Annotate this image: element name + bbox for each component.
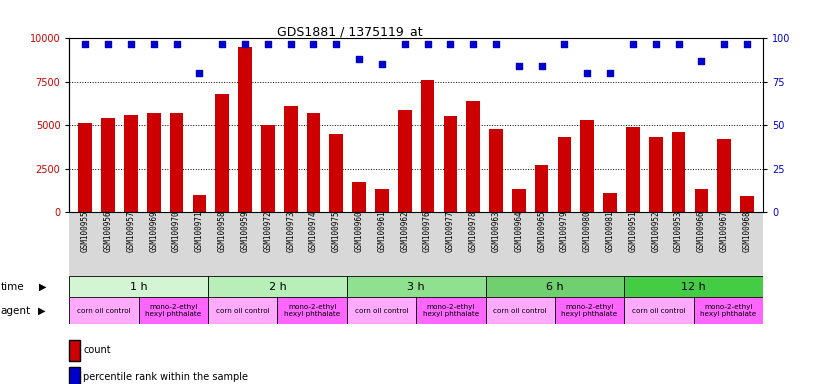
FancyBboxPatch shape xyxy=(208,297,277,324)
Text: percentile rank within the sample: percentile rank within the sample xyxy=(83,372,248,382)
Bar xyxy=(740,196,754,212)
Bar xyxy=(467,101,480,212)
Bar xyxy=(147,113,161,212)
Bar xyxy=(353,182,366,212)
FancyBboxPatch shape xyxy=(694,297,763,324)
FancyBboxPatch shape xyxy=(624,276,763,297)
Text: ▶: ▶ xyxy=(39,282,47,292)
Point xyxy=(490,41,503,47)
Point xyxy=(627,41,640,47)
Point xyxy=(215,41,228,47)
Text: 3 h: 3 h xyxy=(407,282,425,292)
FancyBboxPatch shape xyxy=(486,297,555,324)
Text: corn oil control: corn oil control xyxy=(216,308,269,314)
Bar xyxy=(330,134,344,212)
Text: 1 h: 1 h xyxy=(130,282,148,292)
Point xyxy=(238,41,251,47)
Point xyxy=(604,70,617,76)
FancyBboxPatch shape xyxy=(347,297,416,324)
Bar xyxy=(444,116,457,212)
Bar xyxy=(238,47,252,212)
Point xyxy=(353,56,366,62)
Bar xyxy=(694,189,708,212)
Bar xyxy=(307,113,321,212)
Bar xyxy=(375,189,388,212)
Text: corn oil control: corn oil control xyxy=(78,308,131,314)
Text: 12 h: 12 h xyxy=(681,282,706,292)
Bar xyxy=(672,132,685,212)
Bar xyxy=(421,80,434,212)
Point xyxy=(421,41,434,47)
Point xyxy=(147,41,160,47)
Point xyxy=(102,41,115,47)
Point xyxy=(512,63,526,69)
FancyBboxPatch shape xyxy=(624,297,694,324)
Bar xyxy=(284,106,298,212)
Point xyxy=(330,41,343,47)
Bar xyxy=(124,115,138,212)
FancyBboxPatch shape xyxy=(486,276,624,297)
Bar xyxy=(603,193,617,212)
Point xyxy=(695,58,708,64)
Bar xyxy=(512,189,526,212)
FancyBboxPatch shape xyxy=(69,276,208,297)
Point xyxy=(740,41,753,47)
Point xyxy=(398,41,411,47)
Bar xyxy=(261,125,275,212)
FancyBboxPatch shape xyxy=(139,297,208,324)
Text: mono-2-ethyl
hexyl phthalate: mono-2-ethyl hexyl phthalate xyxy=(423,305,479,317)
Text: corn oil control: corn oil control xyxy=(632,308,685,314)
Point xyxy=(444,41,457,47)
Bar xyxy=(580,120,594,212)
FancyBboxPatch shape xyxy=(555,297,624,324)
Text: ▶: ▶ xyxy=(38,306,45,316)
Bar xyxy=(557,137,571,212)
FancyBboxPatch shape xyxy=(208,276,347,297)
FancyBboxPatch shape xyxy=(69,297,139,324)
Point xyxy=(261,41,274,47)
FancyBboxPatch shape xyxy=(347,276,486,297)
Text: 6 h: 6 h xyxy=(546,282,564,292)
Text: corn oil control: corn oil control xyxy=(355,308,408,314)
Bar xyxy=(398,109,411,212)
Point xyxy=(672,41,685,47)
Point xyxy=(170,41,183,47)
Point xyxy=(535,63,548,69)
Bar xyxy=(78,123,92,212)
Point xyxy=(193,70,206,76)
Bar xyxy=(534,165,548,212)
Text: time: time xyxy=(1,282,24,292)
Bar xyxy=(649,137,663,212)
Text: GDS1881 / 1375119_at: GDS1881 / 1375119_at xyxy=(277,25,423,38)
Point xyxy=(581,70,594,76)
Bar xyxy=(717,139,731,212)
Point xyxy=(79,41,92,47)
FancyBboxPatch shape xyxy=(277,297,347,324)
Bar xyxy=(170,113,184,212)
Point xyxy=(650,41,663,47)
Point xyxy=(467,41,480,47)
Bar xyxy=(101,118,115,212)
Bar xyxy=(489,129,503,212)
Text: mono-2-ethyl
hexyl phthalate: mono-2-ethyl hexyl phthalate xyxy=(561,305,618,317)
Text: mono-2-ethyl
hexyl phthalate: mono-2-ethyl hexyl phthalate xyxy=(700,305,756,317)
Point xyxy=(307,41,320,47)
Point xyxy=(558,41,571,47)
Point xyxy=(375,61,388,68)
Text: mono-2-ethyl
hexyl phthalate: mono-2-ethyl hexyl phthalate xyxy=(145,305,202,317)
Point xyxy=(284,41,297,47)
Point xyxy=(717,41,730,47)
Text: 2 h: 2 h xyxy=(268,282,286,292)
Bar xyxy=(215,94,229,212)
FancyBboxPatch shape xyxy=(416,297,486,324)
Bar xyxy=(193,195,206,212)
Bar xyxy=(626,127,640,212)
Text: mono-2-ethyl
hexyl phthalate: mono-2-ethyl hexyl phthalate xyxy=(284,305,340,317)
Text: agent: agent xyxy=(1,306,31,316)
Text: corn oil control: corn oil control xyxy=(494,308,547,314)
Text: count: count xyxy=(83,345,111,355)
Point xyxy=(124,41,137,47)
